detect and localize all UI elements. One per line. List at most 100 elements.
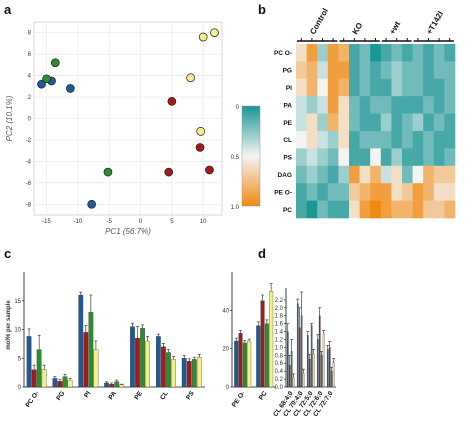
- heatmap-cell: [327, 165, 339, 184]
- heatmap-cell: [317, 78, 329, 97]
- heatmap-cell: [338, 200, 350, 219]
- bar: [67, 379, 73, 388]
- colorbar-tick-label: 0.5: [231, 155, 240, 161]
- x-category-label: PA: [107, 390, 118, 401]
- heatmap-cell: [391, 131, 403, 149]
- heatmap-row-label: DAG: [278, 172, 292, 179]
- heatmap-cell: [433, 96, 445, 114]
- y-tick-label: 0.6: [275, 361, 284, 367]
- x-tick-label: 5: [170, 219, 174, 225]
- heatmap-cell: [402, 113, 413, 132]
- heatmap-cell: [423, 113, 435, 132]
- heatmap-cell: [402, 44, 413, 62]
- heatmap-cell: [306, 61, 318, 80]
- heatmap-cell: [423, 96, 435, 114]
- lipid-class-bar-panel: mol% per sample 0 5 10 15 PC O- PG PI PA PE CL PS 0 2…: [6, 272, 276, 409]
- heatmap-cell: [349, 200, 360, 219]
- bar: [186, 360, 192, 388]
- heatmap-cell: [380, 113, 392, 132]
- x-category-label: PC: [258, 390, 269, 402]
- heatmap-cell: [317, 96, 329, 114]
- heatmap-cell: [349, 148, 360, 167]
- heatmap-cell: [412, 183, 424, 201]
- heatmap-cell: [380, 61, 392, 80]
- x-tick-label: 10: [200, 219, 207, 225]
- heatmap-cell: [402, 78, 413, 97]
- heatmap-cell: [359, 44, 371, 62]
- y-tick-label: 5: [18, 356, 22, 362]
- bar: [288, 365, 291, 388]
- x-category-label: PS: [185, 390, 196, 402]
- bar: [196, 356, 202, 388]
- heatmap-cell: [444, 61, 456, 80]
- y-tick-label: 2.2: [275, 298, 284, 304]
- heatmap-cell: [391, 165, 403, 184]
- heatmap-cell: [370, 78, 382, 97]
- bar: [135, 337, 140, 388]
- heatmap-cell: [433, 131, 445, 149]
- heatmap-cell: [296, 78, 307, 97]
- x-category-label: PE O-: [231, 390, 247, 409]
- heatmap-cell: [306, 113, 318, 132]
- bar: [306, 335, 309, 388]
- scatter-point: [50, 58, 60, 68]
- bar: [62, 376, 68, 388]
- heatmap-cell: [402, 148, 413, 167]
- heatmap-cell: [349, 78, 360, 97]
- heatmap-cell: [423, 183, 435, 201]
- heatmap-cell: [327, 61, 339, 80]
- y-axis-title: PC2 (10.1%): [5, 95, 14, 141]
- heatmap-cell: [423, 200, 435, 219]
- bar: [57, 381, 63, 388]
- heatmap-cell: [359, 183, 371, 201]
- x-category-label: PE: [133, 390, 144, 402]
- y-tick-label: 20: [222, 347, 229, 353]
- heatmap-cell: [433, 44, 445, 62]
- bar: [140, 328, 145, 388]
- heatmap-cell: [412, 165, 424, 184]
- bar: [26, 336, 32, 388]
- y-tick-label: -6: [26, 181, 32, 187]
- heatmap-cell: [370, 96, 382, 114]
- heatmap-cell: [338, 44, 350, 62]
- bar: [166, 352, 171, 388]
- heatmap-cell: [306, 131, 318, 149]
- bar: [161, 346, 166, 388]
- heatmap-cell: [433, 200, 445, 219]
- heatmap-cell: [338, 148, 350, 167]
- heatmap-cell: [338, 61, 350, 80]
- heatmap-cell: [296, 113, 307, 132]
- heatmap-row-label: PC: [283, 207, 292, 214]
- heatmap-cell: [338, 113, 350, 132]
- y-tick-label: 1.8: [275, 314, 284, 320]
- y-tick-label: -2: [26, 138, 32, 144]
- heatmap-cell: [349, 113, 360, 132]
- heatmap-cell: [359, 148, 371, 167]
- bar: [269, 291, 274, 388]
- y-tick-label: 8: [28, 31, 32, 37]
- y-tick-label: 40: [222, 308, 229, 314]
- bar: [332, 362, 335, 388]
- scatter-point: [65, 84, 75, 93]
- heatmap-cell: [412, 113, 424, 132]
- panel-c-letter: c: [4, 246, 11, 261]
- heatmap-cell: [359, 78, 371, 97]
- heatmap-cell: [402, 61, 413, 80]
- heatmap-cell: [296, 44, 307, 62]
- bar: [114, 381, 120, 388]
- scatter-point: [186, 73, 196, 83]
- scatter-point: [205, 165, 214, 175]
- heatmap-row-label: PA: [283, 102, 292, 109]
- heatmap-cell: [423, 78, 435, 97]
- heatmap-row-label: PS: [283, 155, 292, 162]
- y-axis-title: mol% per sample: [6, 300, 12, 350]
- heatmap-cell: [423, 165, 435, 184]
- heatmap-cell: [402, 131, 413, 149]
- panel-d-letter: d: [258, 246, 266, 261]
- heatmap-cell: [433, 61, 445, 80]
- heatmap-cell: [380, 131, 392, 149]
- heatmap-cell: [370, 61, 382, 80]
- heatmap-cell: [338, 183, 350, 201]
- heatmap-cell: [359, 131, 371, 149]
- bar: [242, 342, 247, 388]
